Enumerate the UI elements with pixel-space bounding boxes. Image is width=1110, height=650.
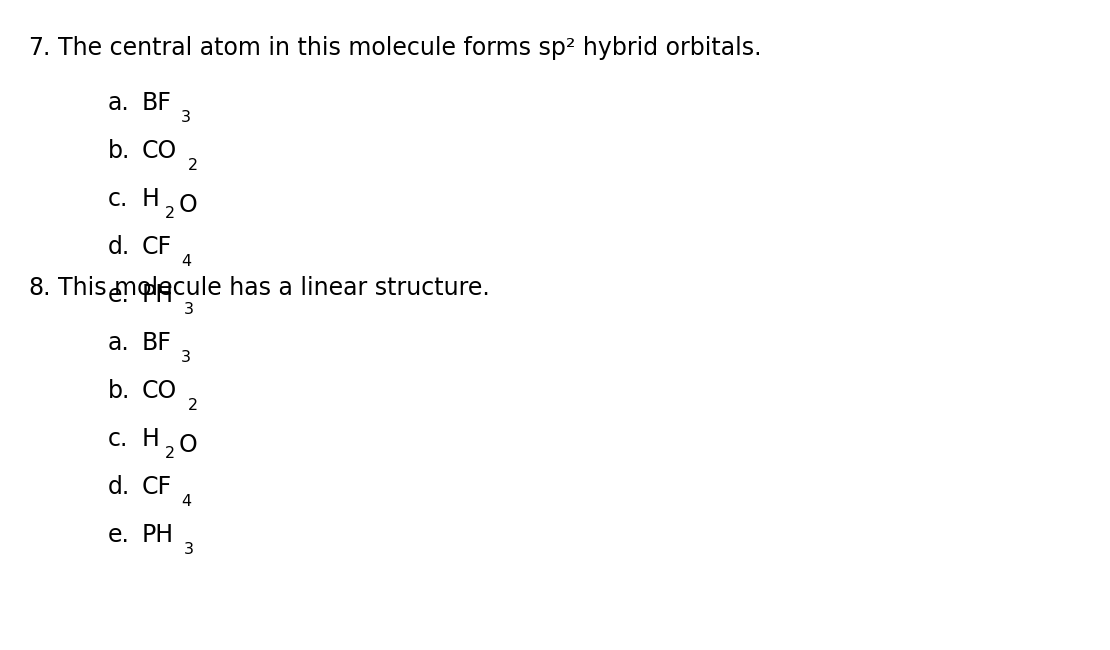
Text: e.: e.: [108, 523, 130, 547]
Text: a.: a.: [108, 331, 130, 355]
Text: 8.: 8.: [28, 276, 50, 300]
Text: H: H: [142, 187, 160, 211]
Text: BF: BF: [142, 91, 172, 115]
Text: 3: 3: [181, 110, 191, 125]
Text: O: O: [178, 434, 196, 458]
Text: c.: c.: [108, 187, 129, 211]
Text: O: O: [178, 194, 196, 218]
Text: CO: CO: [142, 139, 178, 163]
Text: 2: 2: [188, 398, 198, 413]
Text: BF: BF: [142, 331, 172, 355]
Text: 3: 3: [183, 541, 193, 556]
Text: CF: CF: [142, 235, 172, 259]
Text: This molecule has a linear structure.: This molecule has a linear structure.: [58, 276, 490, 300]
Text: PH: PH: [142, 523, 174, 547]
Text: 4: 4: [181, 254, 191, 268]
Text: 2: 2: [165, 205, 175, 221]
Text: H: H: [142, 427, 160, 451]
Text: 3: 3: [183, 302, 193, 317]
Text: 7.: 7.: [28, 36, 50, 60]
Text: c.: c.: [108, 427, 129, 451]
Text: 2: 2: [188, 158, 198, 173]
Text: 4: 4: [181, 494, 191, 509]
Text: b.: b.: [108, 379, 130, 403]
Text: e.: e.: [108, 283, 130, 307]
Text: CO: CO: [142, 379, 178, 403]
Text: a.: a.: [108, 91, 130, 115]
Text: PH: PH: [142, 283, 174, 307]
Text: d.: d.: [108, 475, 130, 499]
Text: 2: 2: [165, 446, 175, 461]
Text: 3: 3: [181, 350, 191, 365]
Text: d.: d.: [108, 235, 130, 259]
Text: CF: CF: [142, 475, 172, 499]
Text: The central atom in this molecule forms sp² hybrid orbitals.: The central atom in this molecule forms …: [58, 36, 761, 60]
Text: b.: b.: [108, 139, 130, 163]
